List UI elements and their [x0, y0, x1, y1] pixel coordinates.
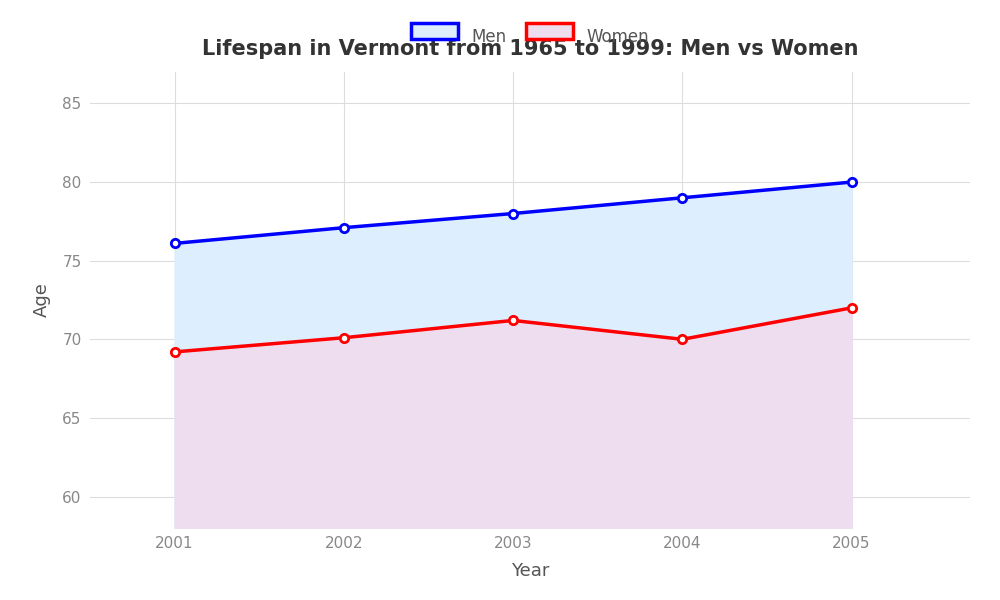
- Legend: Men, Women: Men, Women: [404, 21, 656, 52]
- X-axis label: Year: Year: [511, 562, 549, 580]
- Y-axis label: Age: Age: [33, 283, 51, 317]
- Title: Lifespan in Vermont from 1965 to 1999: Men vs Women: Lifespan in Vermont from 1965 to 1999: M…: [202, 40, 858, 59]
